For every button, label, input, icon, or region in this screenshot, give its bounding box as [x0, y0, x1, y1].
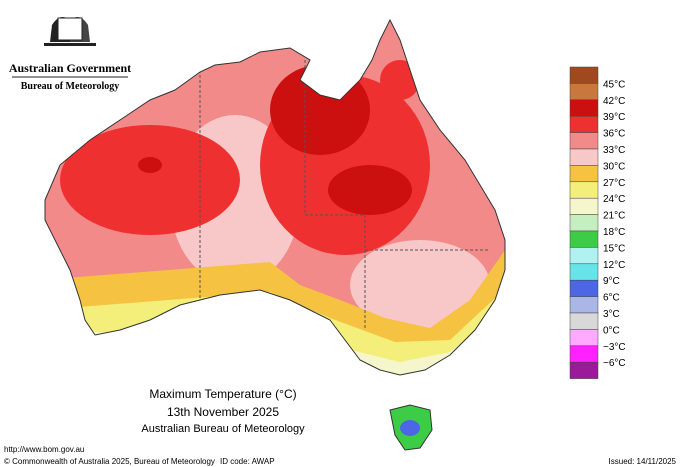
legend-swatch — [569, 181, 599, 199]
government: Australian Government — [9, 61, 131, 75]
legend-swatch — [569, 66, 599, 84]
legend-label: 3°C — [603, 309, 620, 320]
copyright: © Commonwealth of Australia 2025, Bureau… — [4, 457, 215, 466]
legend-swatch — [569, 214, 599, 232]
legend-label: 30°C — [603, 161, 625, 172]
legend-label: 15°C — [603, 243, 625, 254]
url: http://www.bom.gov.au — [4, 445, 84, 454]
legend-label: 42°C — [603, 96, 625, 107]
title-line: 13th November 2025 — [167, 405, 279, 419]
legend-swatch — [569, 148, 599, 166]
legend-label: 12°C — [603, 260, 625, 271]
legend-swatch — [569, 197, 599, 215]
legend-label: 33°C — [603, 145, 625, 156]
legend-swatch — [569, 83, 599, 101]
legend-swatch — [569, 329, 599, 347]
title-line: Maximum Temperature (°C) — [149, 387, 296, 401]
legend-label: 9°C — [603, 276, 620, 287]
legend-swatch — [569, 247, 599, 265]
legend-swatch — [569, 132, 599, 150]
bureau: Bureau of Meteorology — [21, 81, 120, 92]
legend-label: 6°C — [603, 293, 620, 304]
legend-label: −6°C — [603, 358, 626, 369]
legend-swatch — [569, 115, 599, 133]
coat-of-arms — [44, 16, 96, 46]
legend-label: 21°C — [603, 211, 625, 222]
legend-swatch — [569, 345, 599, 363]
legend-label: 0°C — [603, 325, 620, 336]
legend-label: 24°C — [603, 194, 625, 205]
legend-swatch — [569, 361, 599, 379]
id-code: ID code: AWAP — [220, 457, 275, 466]
legend-swatch — [569, 296, 599, 314]
legend-label: −3°C — [603, 342, 626, 353]
issued: Issued: 14/11/2025 — [609, 457, 677, 466]
legend-swatch — [569, 312, 599, 330]
title-line: Australian Bureau of Meteorology — [141, 423, 305, 435]
legend-swatch — [569, 279, 599, 297]
legend-label: 18°C — [603, 227, 625, 238]
legend-label: 36°C — [603, 129, 625, 140]
legend-swatch — [569, 230, 599, 248]
tasmania-cold — [400, 420, 420, 436]
legend-label: 45°C — [603, 79, 625, 90]
legend-swatch — [569, 99, 599, 117]
coastline — [44, 18, 506, 376]
legend-swatch — [569, 165, 599, 183]
legend-label: 27°C — [603, 178, 625, 189]
legend-label: 39°C — [603, 112, 625, 123]
legend: 45°C 42°C 39°C 36°C 33°C 30°C 27°C 24°C 21°C 18°C… — [569, 66, 626, 379]
legend-swatch — [569, 263, 599, 281]
